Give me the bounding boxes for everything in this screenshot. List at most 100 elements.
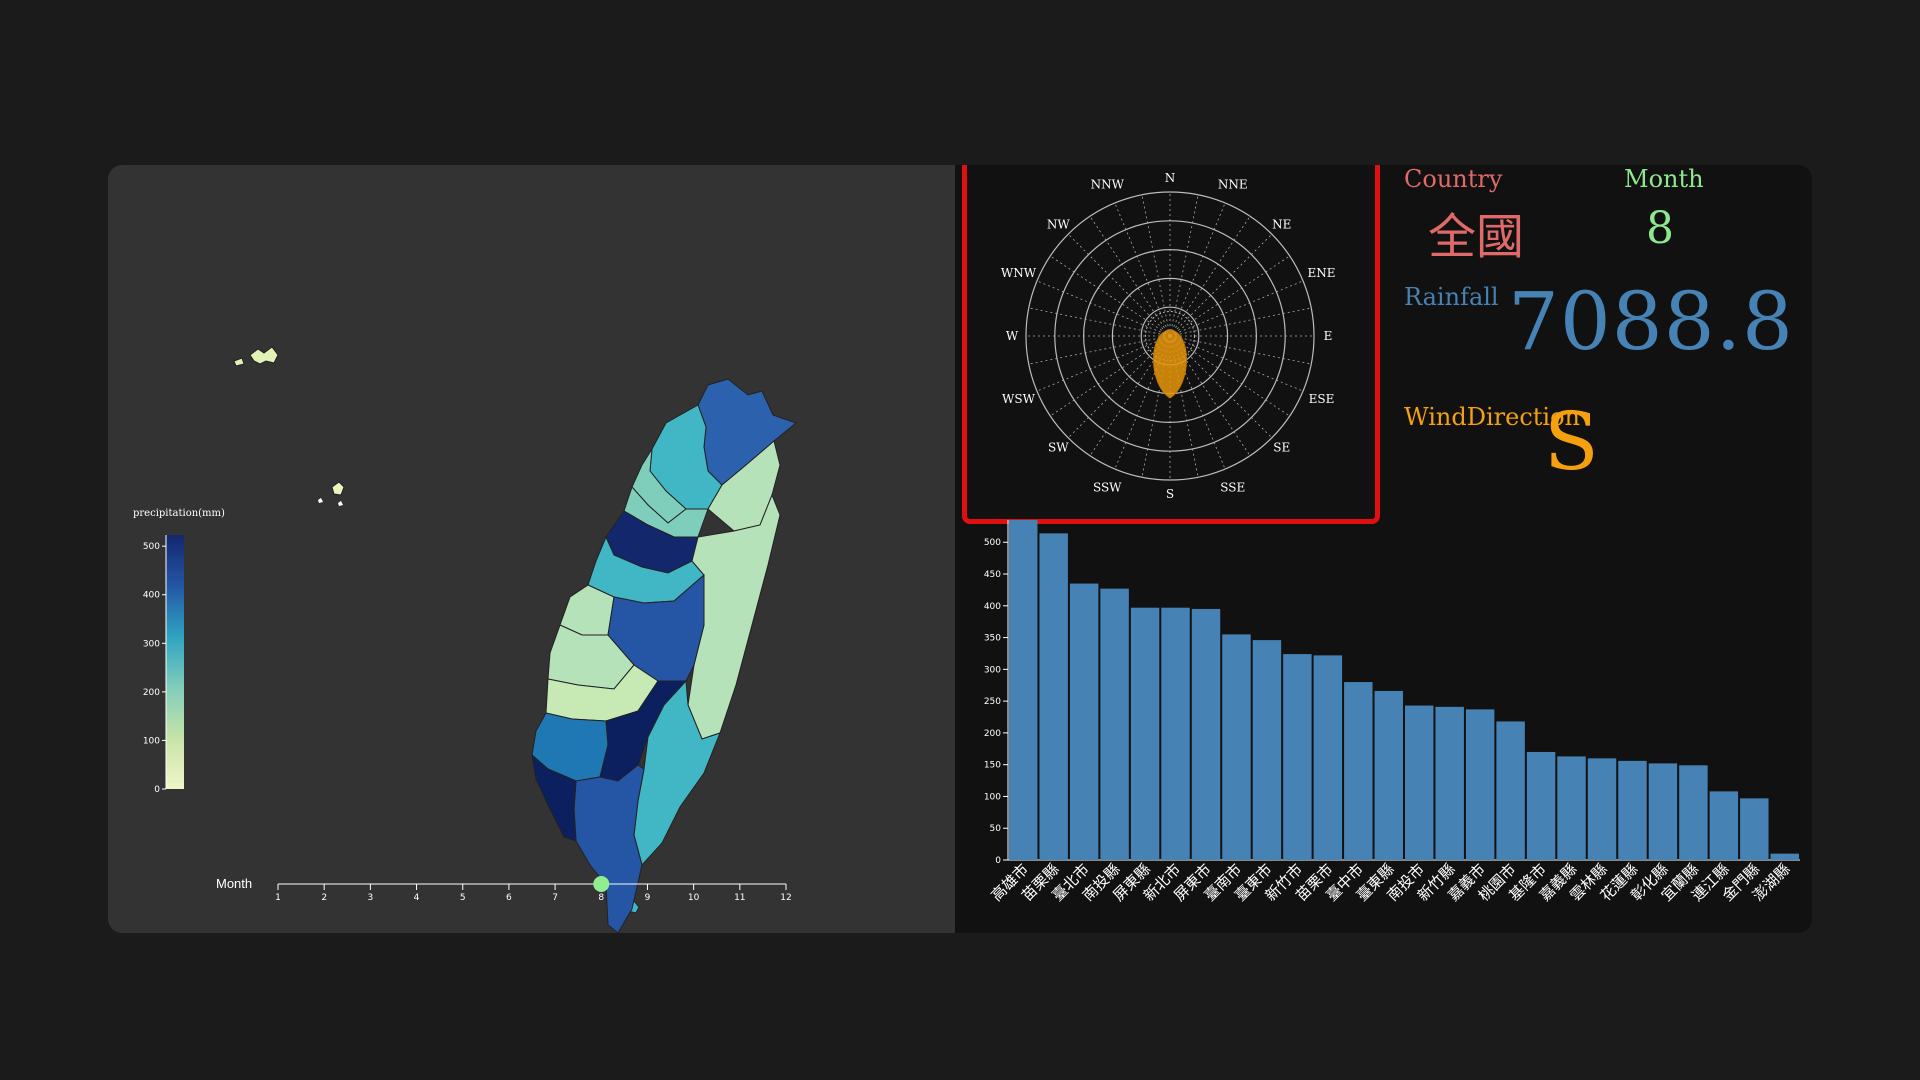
- region-penghu-islet[interactable]: [233, 357, 245, 367]
- region-kinmen[interactable]: [331, 481, 345, 496]
- rose-direction-label: ENE: [1308, 266, 1336, 280]
- bar[interactable]: [1222, 634, 1251, 860]
- rose-spoke: [1169, 202, 1226, 337]
- legend-tick-label: 100: [143, 736, 160, 746]
- y-tick-label: 450: [984, 570, 1001, 580]
- bar[interactable]: [1069, 583, 1099, 860]
- rose-direction-label: SW: [1048, 441, 1069, 455]
- country-label: Country: [1404, 165, 1503, 193]
- wind-direction-value: S: [1544, 395, 1599, 488]
- region-islet-a[interactable]: [318, 498, 323, 503]
- rose-direction-label: SE: [1273, 441, 1290, 455]
- country-value: 全國: [1428, 209, 1525, 265]
- slider-handle[interactable]: [593, 876, 610, 892]
- region-tainan-coast[interactable]: [531, 753, 577, 842]
- slider-tick-label: 11: [734, 893, 745, 903]
- bar[interactable]: [1313, 655, 1343, 860]
- rainfall-label: Rainfall: [1404, 283, 1499, 311]
- bar[interactable]: [1557, 756, 1586, 860]
- legend-tick-label: 300: [143, 639, 160, 649]
- map-panel: precipitation(mm) 0 100 200 300 400 500 Month…: [108, 165, 955, 933]
- legend-title: precipitation(mm): [133, 508, 225, 519]
- dashboard: precipitation(mm) 0 100 200 300 400 500 Month…: [108, 165, 1812, 933]
- bar[interactable]: [1161, 607, 1190, 860]
- rose-direction-label: S: [1166, 487, 1174, 501]
- y-tick-label: 150: [984, 761, 1001, 771]
- rose-direction-label: ESE: [1309, 392, 1335, 406]
- y-tick-label: 50: [990, 824, 1002, 834]
- bar[interactable]: [1618, 760, 1647, 860]
- bar[interactable]: [1770, 853, 1799, 860]
- wind-direction-label: WindDirection: [1404, 403, 1581, 431]
- rose-spoke: [1169, 307, 1312, 337]
- rose-spoke: [1036, 335, 1171, 392]
- y-tick-label: 200: [984, 729, 1001, 739]
- bar[interactable]: [1283, 654, 1312, 860]
- info-panel: Country 全國 Month 8 Rainfall 7088.8 WindD…: [1378, 165, 1812, 505]
- wind-rose-chart: N NNE NE ENE E ESE SE SSE S SSW SW WSW W WNW NW NNW: [1001, 171, 1336, 501]
- rose-ring: [1025, 191, 1315, 481]
- legend-color-bar: [166, 535, 184, 789]
- bar[interactable]: [1496, 721, 1525, 860]
- rose-direction-label: NW: [1047, 217, 1071, 231]
- rose-petal-s: [1153, 329, 1187, 399]
- taiwan-map[interactable]: precipitation(mm) 0 100 200 300 400 500 Month…: [108, 165, 955, 933]
- bar[interactable]: [1526, 751, 1556, 860]
- rose-spoke: [1169, 335, 1304, 392]
- rose-inner-ring: [1145, 311, 1195, 361]
- rose-direction-label: NNW: [1091, 177, 1125, 191]
- bar[interactable]: [1709, 791, 1739, 860]
- bar[interactable]: [1648, 763, 1678, 860]
- slider-ticks: 1 2 3 4 5 6 7 8 9 10 11 12: [275, 884, 792, 903]
- bar[interactable]: [1009, 520, 1038, 860]
- bar[interactable]: [1130, 607, 1160, 860]
- region-penghu[interactable]: [249, 346, 279, 365]
- bar[interactable]: [1344, 682, 1373, 860]
- bar[interactable]: [1679, 765, 1708, 860]
- rose-direction-label: W: [1006, 329, 1019, 343]
- legend-ticks: 0 100 200 300 400 500: [143, 542, 166, 795]
- bar-chart-panel: 0 50 100 150 200 250 300 350 400 450 500 高雄市 苗栗縣 臺北市南…: [968, 520, 1812, 933]
- legend-tick-label: 0: [154, 785, 160, 795]
- slider-tick-label: 12: [780, 893, 791, 903]
- bar[interactable]: [1374, 690, 1403, 860]
- rose-spoke: [1036, 280, 1171, 337]
- y-tick-label: 100: [984, 792, 1001, 802]
- rose-direction-label: SSW: [1093, 481, 1122, 495]
- bar[interactable]: [1252, 640, 1282, 860]
- y-tick-label: 250: [984, 697, 1001, 707]
- bar[interactable]: [1435, 706, 1464, 860]
- rose-direction-label: SSE: [1220, 481, 1245, 495]
- rose-direction-label: E: [1324, 329, 1333, 343]
- bar[interactable]: [1191, 608, 1221, 860]
- month-value: 8: [1646, 203, 1674, 254]
- month-label: Month: [1624, 165, 1704, 193]
- rose-direction-label: NE: [1272, 217, 1291, 231]
- slider-label: Month: [216, 876, 252, 891]
- y-tick-label: 300: [984, 665, 1001, 675]
- region-taitung[interactable]: [633, 679, 721, 867]
- bar[interactable]: [1100, 588, 1129, 860]
- bar[interactable]: [1587, 758, 1617, 860]
- rose-ring: [1082, 248, 1258, 424]
- y-tick-label: 0: [995, 856, 1001, 866]
- rose-direction-label: NNE: [1218, 177, 1248, 191]
- legend-tick-label: 200: [143, 688, 160, 698]
- legend-tick-label: 500: [143, 542, 160, 552]
- y-tick-label: 500: [984, 538, 1001, 548]
- slider-tick-label: 2: [321, 893, 327, 903]
- rose-spoke: [1169, 335, 1312, 365]
- bar[interactable]: [1405, 705, 1434, 860]
- bar[interactable]: [1465, 709, 1495, 860]
- region-islet-b[interactable]: [338, 501, 343, 506]
- rose-direction-label: N: [1165, 171, 1176, 185]
- wind-rose-panel: N NNE NE ENE E ESE SE SSE S SSW SW WSW W WNW NW NNW: [962, 165, 1380, 524]
- rose-spoke: [1169, 280, 1304, 337]
- bar[interactable]: [1039, 533, 1068, 860]
- bar[interactable]: [1740, 798, 1769, 860]
- rose-spoke: [1169, 335, 1199, 478]
- y-tick-label: 400: [984, 602, 1001, 612]
- rose-spoke: [1141, 335, 1171, 478]
- rose-spoke: [1169, 233, 1273, 337]
- slider-tick-label: 5: [460, 893, 466, 903]
